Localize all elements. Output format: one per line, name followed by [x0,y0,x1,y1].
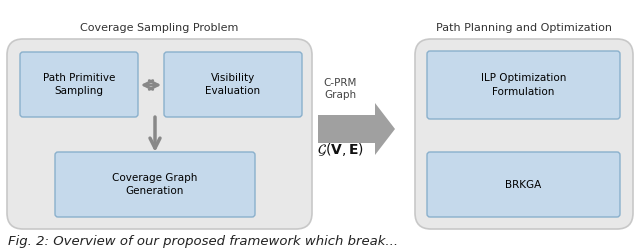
Text: BRKGA: BRKGA [506,180,541,189]
Text: ILP Optimization
Formulation: ILP Optimization Formulation [481,73,566,97]
FancyBboxPatch shape [427,152,620,217]
Text: Fig. 2: Overview of our proposed framework which break...: Fig. 2: Overview of our proposed framewo… [8,235,398,248]
Text: Path Planning and Optimization: Path Planning and Optimization [436,23,612,33]
Text: Path Primitive
Sampling: Path Primitive Sampling [43,73,115,96]
FancyBboxPatch shape [164,52,302,117]
Text: Coverage Graph
Generation: Coverage Graph Generation [112,173,198,196]
FancyBboxPatch shape [415,39,633,229]
Text: $\mathcal{G}(\mathbf{V}, \mathbf{E})$: $\mathcal{G}(\mathbf{V}, \mathbf{E})$ [317,141,364,158]
FancyBboxPatch shape [427,51,620,119]
Text: Visibility
Evaluation: Visibility Evaluation [205,73,260,96]
Polygon shape [318,103,395,155]
FancyBboxPatch shape [20,52,138,117]
Text: Coverage Sampling Problem: Coverage Sampling Problem [80,23,239,33]
Text: C-PRM
Graph: C-PRM Graph [323,78,356,100]
FancyBboxPatch shape [55,152,255,217]
FancyBboxPatch shape [7,39,312,229]
